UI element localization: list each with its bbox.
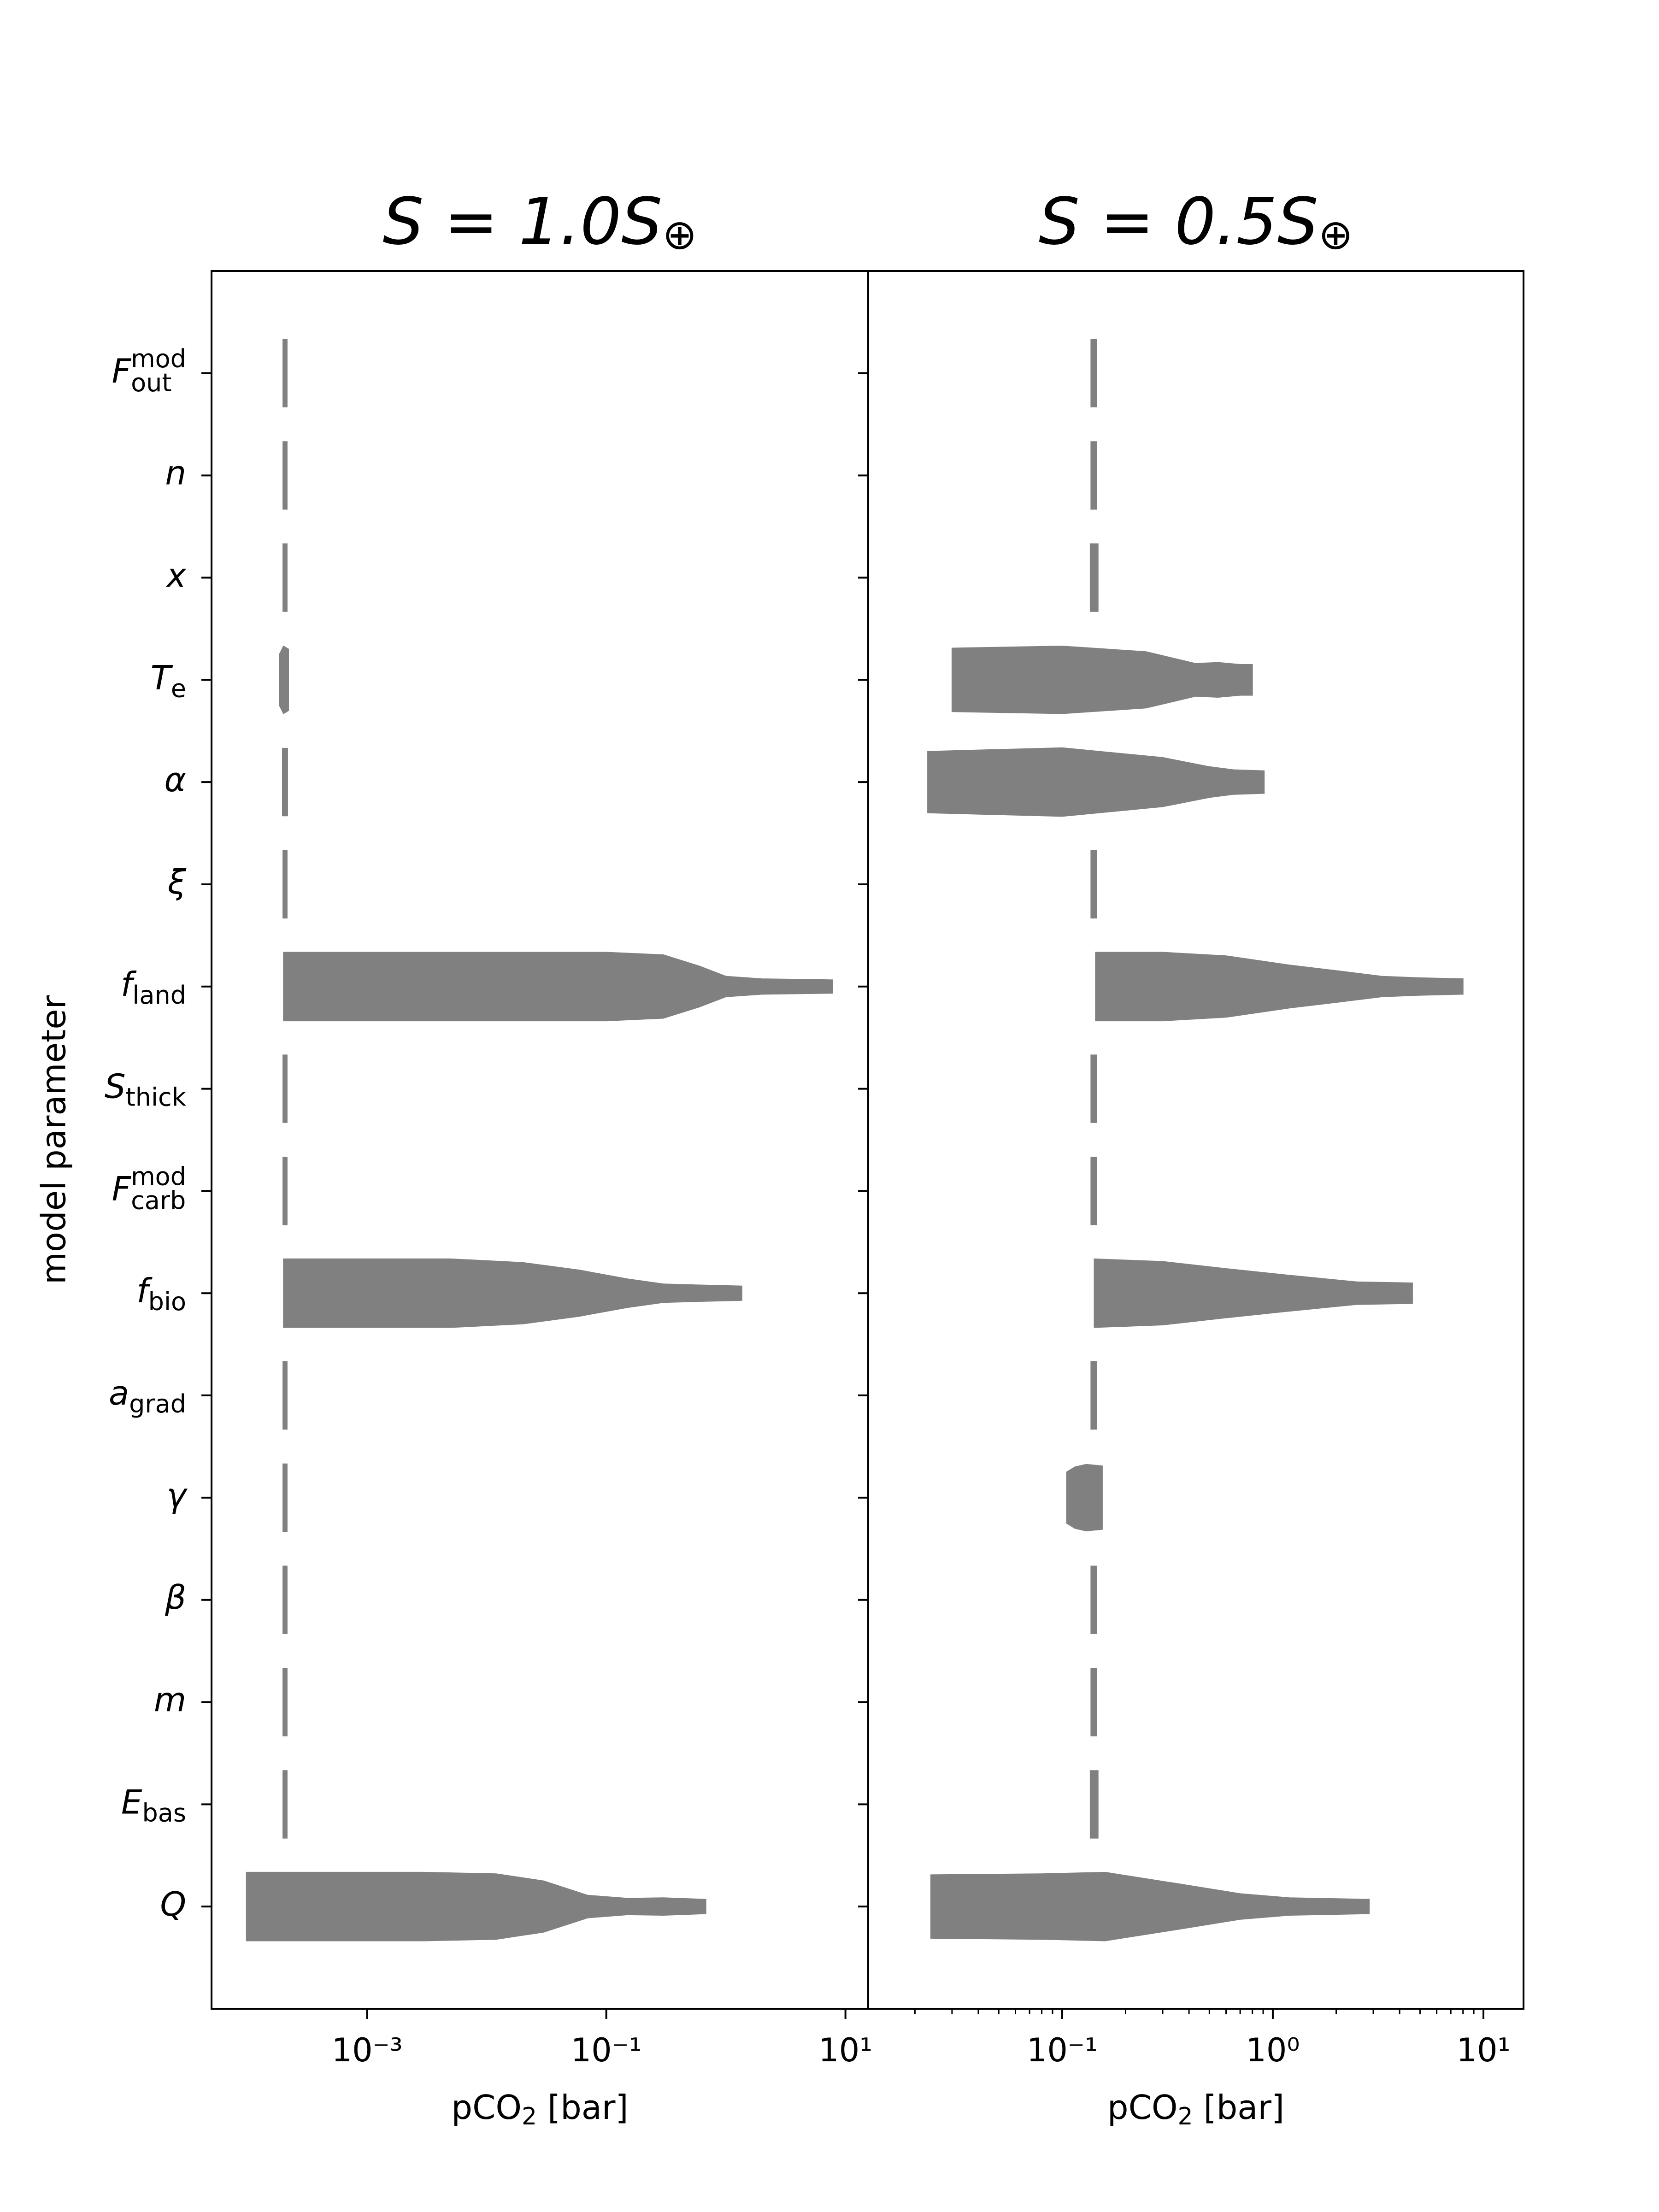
y-tick-label: α (165, 760, 186, 799)
violin (282, 339, 288, 407)
violin (1090, 1361, 1097, 1430)
x-axis-label: pCO2 [bar] (1107, 2088, 1284, 2130)
violin (1090, 339, 1097, 407)
x-tick-label: 10⁰ (1246, 2031, 1300, 2069)
x-tick-label: 10⁻³ (332, 2031, 403, 2069)
x-tick-label: 10⁻¹ (571, 2031, 642, 2069)
xlabel-tail: [bar] (537, 2088, 629, 2127)
xlabel-sub: 2 (522, 2103, 537, 2130)
category-main: ξ (167, 862, 187, 901)
y-tick-label: Fmod out (112, 344, 186, 397)
category-sub: out (131, 368, 171, 397)
category-sub: land (132, 980, 186, 1009)
category-main: x (165, 556, 187, 594)
x-tick-label: 10⁻¹ (1027, 2031, 1098, 2069)
category-main: α (165, 760, 186, 799)
x-axis-label: pCO2 [bar] (451, 2088, 628, 2130)
violin (1090, 1054, 1097, 1123)
category-main: S (105, 1067, 126, 1106)
category-sub: carb (131, 1186, 186, 1215)
y-tick-label: β (165, 1578, 186, 1617)
violin (282, 747, 288, 817)
violin (1090, 850, 1097, 919)
y-axis-label: model parameter (35, 995, 73, 1285)
y-tick-label: ξ (167, 862, 187, 901)
violin (282, 850, 288, 919)
category-main: γ (166, 1476, 188, 1514)
xlabel-main: pCO (1107, 2088, 1178, 2127)
violin (1090, 1565, 1097, 1634)
xlabel-tail: [bar] (1193, 2088, 1285, 2127)
category-main: F (112, 1169, 132, 1208)
y-tick-label: Ebas (121, 1783, 186, 1827)
category-sub: bas (142, 1798, 186, 1827)
violin (927, 747, 1265, 817)
y-tick-label: n (165, 453, 186, 492)
xlabel-main: pCO (451, 2088, 522, 2127)
violin (282, 1770, 288, 1839)
violin (1095, 952, 1464, 1022)
category-main: E (121, 1783, 142, 1821)
violin (930, 1871, 1370, 1941)
category-sup: mod (131, 1162, 186, 1191)
x-tick-label: 10¹ (1456, 2031, 1510, 2069)
category-sub: bio (148, 1287, 186, 1316)
y-tick-label: γ (166, 1476, 188, 1514)
violin (282, 1668, 288, 1736)
title-sub: ⊕ (662, 211, 697, 259)
plot-frame (867, 270, 1524, 2010)
category-main: m (154, 1680, 186, 1719)
xlabel-sub: 2 (1178, 2103, 1193, 2130)
category-sub: grad (129, 1389, 186, 1418)
title-main: S = 1.0S (382, 184, 662, 259)
violin (951, 646, 1253, 714)
title-main: S = 0.5S (1039, 184, 1318, 259)
violin (282, 1361, 288, 1430)
violin (246, 1871, 706, 1941)
y-tick-label: Q (160, 1885, 186, 1924)
y-tick-label: Sthick (105, 1067, 187, 1112)
violin (1090, 1668, 1097, 1736)
title-sub: ⊕ (1318, 211, 1353, 259)
category-main: a (109, 1374, 129, 1412)
violin (282, 1463, 288, 1532)
category-main: Q (160, 1885, 186, 1924)
category-sub: thick (126, 1082, 187, 1112)
y-tick-label: fland (121, 965, 186, 1009)
category-main: F (112, 351, 132, 390)
category-sup: mod (131, 344, 186, 373)
violin (283, 952, 833, 1022)
violin (282, 441, 288, 510)
y-tick-label: m (154, 1680, 186, 1719)
category-main: n (165, 453, 186, 492)
violin (1089, 543, 1099, 612)
category-main: β (165, 1578, 186, 1617)
violin (1090, 1157, 1097, 1225)
violin (1066, 1464, 1103, 1532)
violin (1094, 1258, 1413, 1328)
panel-title: S = 1.0S⊕ (382, 184, 697, 259)
violin (283, 1258, 742, 1328)
panel-title: S = 0.5S⊕ (1039, 184, 1353, 259)
category-main: T (151, 658, 173, 697)
violin (1089, 1770, 1099, 1839)
category-sub: e (171, 674, 186, 703)
violin (282, 1565, 288, 1634)
y-tick-label: fbio (136, 1271, 186, 1316)
y-tick-label: x (165, 556, 187, 594)
violin (282, 1054, 288, 1123)
violin (282, 543, 288, 612)
violin (1090, 441, 1097, 510)
y-tick-label: Te (151, 658, 186, 703)
x-tick-label: 10¹ (818, 2031, 872, 2069)
violin (282, 1157, 288, 1225)
y-tick-label: Fmod carb (112, 1162, 186, 1215)
y-tick-label: agrad (109, 1374, 186, 1418)
plot-frame (211, 270, 869, 2010)
violin (279, 645, 289, 714)
